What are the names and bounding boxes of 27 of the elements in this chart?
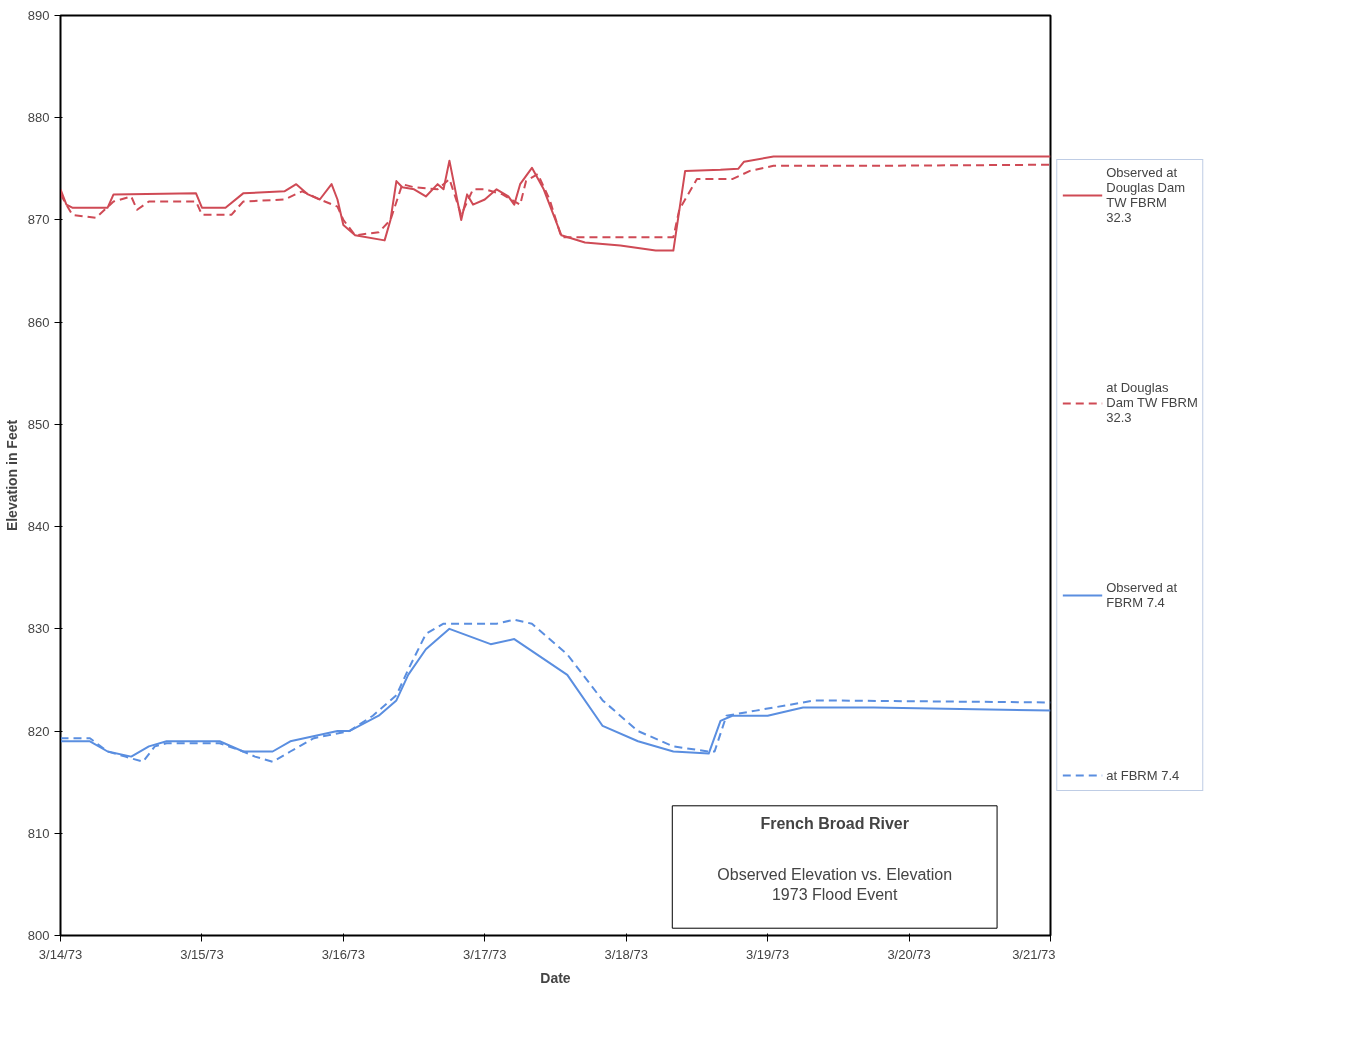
text: French Broad River (760, 814, 909, 832)
legend-label: at FBRM 7.4 (1106, 767, 1180, 783)
x-tick-label: 3/17/73 (463, 946, 507, 962)
x-tick-label: 3/15/73 (180, 946, 224, 962)
y-tick-label: 820 (27, 723, 50, 739)
legend-label: Observed at Douglas Dam TW FBRM 32.3 (1106, 165, 1186, 225)
y-tick-label: 880 (27, 110, 50, 126)
x-tick-label: 3/18/73 (604, 946, 648, 962)
y-axis-title: Elevation in Feet (3, 419, 20, 532)
y-tick-label: 810 (27, 825, 50, 841)
x-tick-label: 3/19/73 (745, 946, 790, 962)
y-tick-label: 850 (27, 416, 50, 432)
y-tick-label: 890 (27, 8, 50, 23)
text: Observed Elevation vs. Elevation 1973 Flood Event (717, 865, 953, 904)
y-tick-label: 870 (27, 212, 50, 228)
y-tick-label: 800 (27, 928, 50, 943)
legend-label: at Douglas Dam TW FBRM 32.3 (1106, 380, 1198, 425)
x-axis-title: Date (540, 969, 571, 986)
legend-label: Observed at FBRM 7.4 (1106, 580, 1178, 610)
y-tick-label: 830 (27, 621, 50, 637)
y-tick-label: 860 (27, 314, 50, 330)
x-tick-label: 3/16/73 (321, 946, 366, 962)
y-tick-label: 840 (27, 519, 50, 535)
line-series (60, 155, 1051, 252)
x-tick-label: 3/21/73 (1012, 946, 1056, 962)
x-tick-label: 3/14/73 (38, 946, 83, 962)
x-tick-label: 3/20/73 (887, 946, 931, 962)
